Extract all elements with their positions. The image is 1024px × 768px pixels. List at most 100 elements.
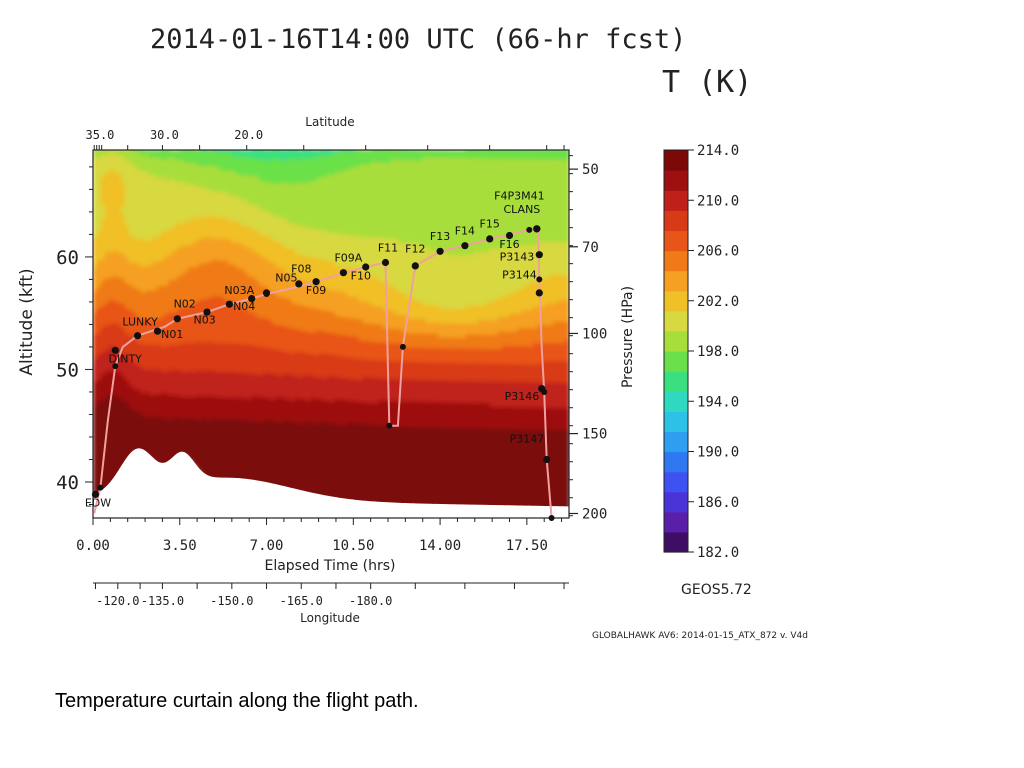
waypoint: N03: [193, 308, 216, 326]
colorbar-tick-label: 182.0: [697, 545, 739, 561]
latitude-axis: 35.0 30.0 20.0: [86, 128, 569, 151]
waypoint-label: P3143: [500, 250, 535, 263]
waypoint-label: P3144: [502, 268, 537, 281]
colorbar-segment: [664, 210, 688, 231]
colorbar-tick-label: 214.0: [697, 143, 739, 159]
flight-path-point: [399, 343, 406, 350]
waypoint-label: F4P3M41: [494, 190, 544, 203]
colorbar-segment: [664, 150, 688, 171]
y-tick-label: 60: [56, 247, 79, 269]
colorbar-segment: [664, 531, 688, 553]
y-axis-label: Altitude (kft): [17, 268, 37, 375]
y-axis-right-pressure: 50 70 100 150 200: [569, 155, 607, 522]
waypoint-label: F12: [405, 242, 425, 255]
waypoint: F14: [455, 224, 475, 250]
waypoint: P3143: [500, 250, 543, 263]
waypoint-label: F08: [291, 263, 311, 276]
colorbar-tick-label: 186.0: [697, 495, 739, 511]
longitude-axis-label: Longitude: [300, 611, 360, 625]
longitude-tick-label: -165.0: [280, 594, 323, 608]
waypoint-marker: [411, 262, 419, 270]
flight-path-point: [362, 264, 369, 270]
waypoint: F12: [405, 242, 425, 270]
y-axis-left: 40 50 60: [56, 166, 93, 505]
x-tick-label: 3.50: [163, 538, 197, 554]
colorbar-segment: [664, 270, 688, 292]
waypoint: F09A: [334, 251, 363, 277]
x-axis: 0.00 3.50 7.00 10.50 14.00 17.50: [76, 518, 563, 554]
chart-title: 2014-01-16T14:00 UTC (66-hr fcst): [150, 24, 686, 55]
flight-path-point: [263, 291, 270, 297]
waypoint-label: F15: [480, 218, 500, 231]
waypoint-label: P3146: [505, 390, 540, 403]
latitude-tick-label: 35.0: [86, 128, 115, 142]
waypoint-label: F09A: [334, 251, 362, 264]
flight-path-point: [548, 515, 555, 521]
waypoint: N01: [153, 327, 183, 341]
colorbar-tick-label: 190.0: [697, 445, 739, 461]
waypoint: N04: [233, 295, 255, 313]
x-tick-label: 14.00: [419, 538, 461, 554]
waypoint-label: N04: [233, 300, 255, 313]
pressure-tick-label: 100: [582, 326, 607, 342]
waypoint-label: N03A: [224, 284, 254, 297]
temperature-curtain-figure: 2014-01-16T14:00 UTC (66-hr fcst) T (K) …: [17, 24, 808, 641]
waypoint: F16: [499, 231, 520, 251]
waypoint-marker: [295, 280, 303, 288]
waypoint-label: CLANS: [503, 203, 540, 216]
colorbar-tick-label: 210.0: [697, 193, 739, 209]
waypoint: DINTY: [109, 346, 143, 366]
below-ground-mask: [93, 448, 569, 518]
flight-path-point: [97, 484, 104, 491]
waypoint-label: N02: [174, 298, 196, 311]
longitude-tick-label: -120.0: [96, 594, 139, 608]
flight-path-point: [386, 422, 393, 429]
flight-path-point: [486, 235, 493, 242]
waypoint-marker: [533, 225, 541, 233]
waypoint-label: F10: [351, 269, 371, 282]
waypoint-label: LUNKY: [122, 316, 158, 329]
waypoint-marker: [535, 251, 543, 259]
waypoint-marker: [248, 295, 256, 303]
colorbar-segment: [664, 250, 688, 272]
waypoint-label: EDW: [85, 497, 111, 510]
colorbar-segment: [664, 310, 688, 332]
waypoint-label: F14: [455, 224, 475, 237]
pressure-tick-label: 200: [582, 506, 607, 522]
waypoint-marker: [505, 231, 514, 240]
colorbar-segment: [664, 391, 688, 412]
flight-path-point: [541, 389, 548, 395]
colorbar: 214.0 210.0 206.0 202.0 198.0 194.0 190.0 186.0…: [663, 143, 739, 561]
pressure-tick-label: 150: [582, 427, 607, 443]
x-tick-label: 10.50: [332, 538, 374, 554]
pressure-axis-label: Pressure (HPa): [620, 286, 636, 388]
waypoint-label: DINTY: [109, 353, 143, 366]
colorbar-segment: [664, 451, 688, 473]
waypoint-label: P3147: [510, 433, 545, 446]
waypoint-label: F16: [499, 238, 519, 251]
colorbar-segment: [664, 190, 688, 211]
x-tick-label: 0.00: [76, 538, 110, 554]
flight-path-point: [134, 332, 141, 339]
figure-caption: Temperature curtain along the flight pat…: [55, 690, 419, 712]
waypoint: EDW: [85, 490, 111, 510]
waypoint: CLANS: [503, 203, 541, 233]
waypoint-marker: [543, 455, 551, 464]
waypoint: P3147: [510, 433, 551, 464]
waypoint: P3144: [502, 268, 543, 297]
flight-path-point: [112, 363, 119, 370]
colorbar-segment: [664, 411, 688, 432]
longitude-axis: -120.0 -135.0 -150.0 -165.0 -180.0: [93, 582, 569, 608]
colorbar-segment: [664, 170, 688, 191]
waypoint-marker: [153, 327, 162, 335]
colorbar-segment: [664, 351, 688, 372]
pressure-tick-label: 70: [582, 240, 599, 256]
waypoint-marker: [91, 490, 100, 498]
longitude-tick-label: -135.0: [141, 594, 184, 608]
variable-label: T (K): [662, 65, 752, 100]
pressure-tick-label: 50: [582, 162, 599, 178]
colorbar-segment: [664, 491, 688, 513]
model-label: GEOS5.72: [681, 582, 752, 598]
colorbar-segment: [664, 471, 688, 493]
